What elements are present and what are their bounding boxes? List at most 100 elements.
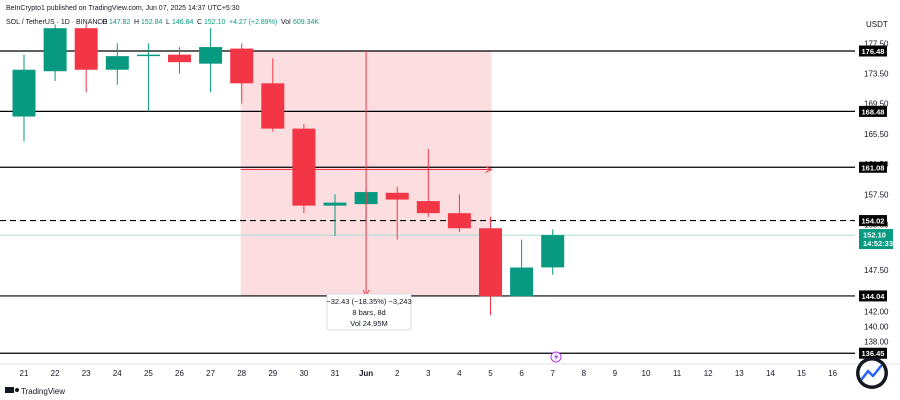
- time-tick-label: 16: [828, 369, 837, 378]
- time-tick-label: 12: [704, 369, 713, 378]
- open-label: O: [102, 19, 108, 26]
- time-tick-label: 28: [237, 369, 246, 378]
- time-tick-label: 31: [331, 369, 340, 378]
- time-axis[interactable]: 21 22 23 24 25 26 27 28 29 30 31 Jun 2 3 4 5 6 7 8 9 10 11 12 1…: [0, 363, 900, 378]
- time-tick-label: 8: [582, 369, 587, 378]
- countdown-label: 14:52:33: [863, 239, 893, 248]
- candle-7: [541, 229, 565, 275]
- measure-info-box: −32.43 (−18.35%) −3,243 8 bars, 8d Vol 2…: [326, 293, 412, 331]
- candle-body: [105, 56, 129, 70]
- level-badge-176-48: [859, 45, 887, 57]
- candle-2: [385, 186, 409, 240]
- change-value: +4.27 (+2.89%): [229, 19, 277, 26]
- time-tick-label: 15: [797, 369, 806, 378]
- level-badge-144-04: [859, 290, 887, 302]
- last-price-badge: [859, 229, 893, 250]
- candle-body: [168, 54, 191, 63]
- level-badge-label: 136.45: [862, 349, 885, 358]
- measure-info-bg: [326, 293, 412, 331]
- time-tick-label: 2: [395, 369, 400, 378]
- candle-25: [136, 43, 160, 112]
- candle-body: [385, 192, 409, 200]
- tradingview-wordmark: TradingView: [21, 387, 65, 396]
- candle-26: [168, 47, 191, 74]
- time-tick-label: 25: [144, 369, 153, 378]
- level-badge-label: 176.48: [862, 47, 885, 56]
- measure-arrows: [240, 51, 493, 298]
- candle-6: [510, 239, 534, 297]
- volume-label: Vol: [281, 19, 291, 26]
- candle-21: [12, 54, 36, 142]
- time-tick-label: 27: [206, 369, 215, 378]
- candle-28: [230, 43, 254, 104]
- measure-volume: Vol 24.95M: [350, 319, 388, 328]
- tradingview-brand[interactable]: TradingView: [5, 387, 65, 396]
- time-tick-label: 23: [82, 369, 91, 378]
- price-tick-label: 147.50: [864, 266, 889, 275]
- candle-body: [136, 54, 160, 57]
- auto-scale-button[interactable]: [856, 357, 888, 389]
- candle-31: [323, 194, 347, 236]
- price-tick-label: 173.50: [864, 69, 889, 78]
- candle-body: [447, 213, 471, 229]
- candle-body: [416, 201, 440, 214]
- candle-body: [261, 83, 285, 129]
- price-tick-label: 165.50: [864, 130, 889, 139]
- price-tick-label: 177.50: [864, 39, 889, 48]
- level-badge-136-45: [859, 347, 887, 359]
- high-value: 152.84: [141, 19, 163, 26]
- high-label: H: [134, 19, 139, 26]
- price-axis-bg: [856, 34, 900, 364]
- time-tick-label: 14: [766, 369, 775, 378]
- event-marker[interactable]: [550, 351, 562, 363]
- candle-body: [479, 228, 502, 297]
- close-value: 152.10: [204, 19, 226, 26]
- candle-body: [12, 69, 36, 117]
- open-value: 147.82: [109, 19, 131, 26]
- candle-body: [292, 128, 316, 206]
- candle-body: [199, 47, 223, 64]
- trend-icon: [860, 364, 883, 381]
- time-tick-label: 30: [299, 369, 308, 378]
- volume-value: 609.34K: [293, 19, 319, 26]
- candle-body: [230, 48, 254, 84]
- level-badge-161-08: [859, 161, 887, 173]
- symbol-title: SOL / TetherUS · 1D · BINANCE: [6, 19, 107, 26]
- candle-4: [447, 194, 471, 233]
- candle-29: [261, 58, 285, 132]
- time-tick-label: 26: [175, 369, 184, 378]
- auto-scale-button-ring: [859, 360, 885, 386]
- level-badge-label: 168.48: [862, 107, 885, 116]
- candle-23: [74, 24, 98, 93]
- time-tick-label: 24: [113, 369, 122, 378]
- candle-body: [323, 202, 347, 206]
- currency-label: USDT: [866, 20, 888, 29]
- lightning-icon: [554, 353, 559, 361]
- price-tick-label: 138.00: [864, 338, 889, 347]
- level-badge-label: 161.08: [862, 163, 885, 172]
- level-badge-label: 154.02: [862, 217, 885, 226]
- candles: [12, 24, 565, 316]
- last-price-label: 152.10: [863, 231, 886, 240]
- candle-3: [416, 148, 440, 217]
- time-tick-label: 7: [550, 369, 555, 378]
- candle-body: [510, 267, 534, 297]
- low-value: 146.84: [172, 19, 194, 26]
- time-tick-label: 9: [613, 369, 618, 378]
- price-tick-label: 140.00: [864, 322, 889, 331]
- level-badge-154-02: [859, 215, 887, 227]
- time-tick-label: 21: [20, 369, 29, 378]
- price-tick-label: 169.50: [864, 100, 889, 109]
- candle-27: [199, 28, 223, 93]
- candle-24: [105, 43, 129, 85]
- time-tick-label: 3: [426, 369, 431, 378]
- price-tick-label: 157.50: [864, 190, 889, 199]
- price-axis[interactable]: 177.50173.50169.50165.50161.50157.50153.…: [856, 34, 900, 364]
- time-tick-label: 29: [268, 369, 277, 378]
- time-tick-label: 5: [488, 369, 493, 378]
- close-label: C: [197, 19, 202, 26]
- tradingview-logo-icon: [5, 387, 14, 393]
- candle-body: [541, 235, 565, 268]
- measure-bars: 8 bars, 8d: [352, 308, 385, 317]
